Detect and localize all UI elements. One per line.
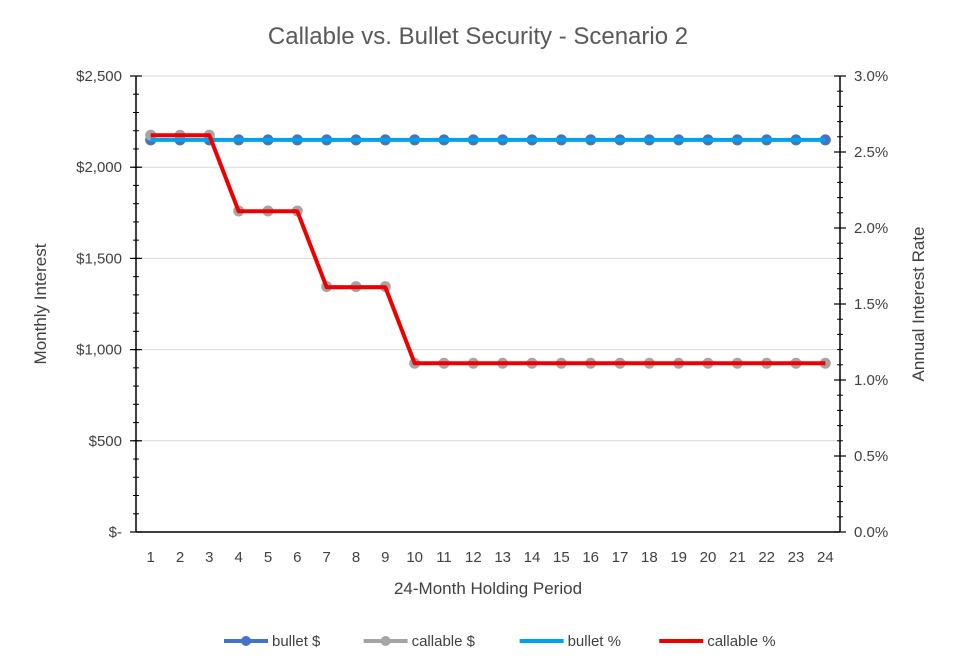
y-left-tick-label: $2,500 [76, 68, 122, 85]
x-tick-label: 1 [146, 549, 154, 566]
x-tick-label: 4 [234, 549, 242, 566]
x-tick-label: 2 [176, 549, 184, 566]
y-right-tick-label: 1.0% [854, 372, 888, 389]
series-line [150, 133, 826, 366]
y-left-tick-label: $2,000 [76, 159, 122, 176]
x-tick-label: 22 [758, 549, 775, 566]
x-tick-label: 6 [293, 549, 301, 566]
x-tick-label: 8 [352, 549, 360, 566]
legend-label: callable % [707, 633, 775, 650]
legend-label: callable $ [412, 633, 476, 650]
series-line [150, 133, 826, 365]
series-layer [145, 129, 831, 369]
x-tick-label: 14 [524, 549, 541, 566]
x-tick-label: 12 [465, 549, 482, 566]
y-right-tick-label: 0.0% [854, 524, 888, 541]
gridlines [136, 75, 840, 442]
x-tick-label: 10 [406, 549, 423, 566]
x-axis-title: 24-Month Holding Period [394, 579, 582, 598]
x-tick-label: 23 [788, 549, 805, 566]
legend-label: bullet $ [272, 633, 321, 650]
chart-title: Callable vs. Bullet Security - Scenario … [268, 23, 688, 50]
x-tick-label: 24 [817, 549, 834, 566]
x-tick-label: 3 [205, 549, 213, 566]
x-tick-label: 13 [494, 549, 511, 566]
x-tick-label: 7 [322, 549, 330, 566]
y-right-tick-label: 0.5% [854, 448, 888, 465]
x-tick-label: 21 [729, 549, 746, 566]
y-left-tick-label: $- [109, 524, 122, 541]
x-tick-label: 17 [612, 549, 629, 566]
y-right-tick-label: 3.0% [854, 68, 888, 85]
y-left-tick-label: $500 [89, 433, 122, 450]
axes: $- $500 $1,000 $1,500 $2,000 $2,500 0.0% 0.5% 1.… [76, 68, 888, 566]
x-tick-label: 9 [381, 549, 389, 566]
y-left-tick-label: $1,000 [76, 342, 122, 359]
y-right-tick-label: 1.5% [854, 296, 888, 313]
y-right-tick-label: 2.5% [854, 144, 888, 161]
x-tick-label: 11 [436, 549, 452, 566]
x-tick-label: 16 [582, 549, 599, 566]
legend-marker [380, 636, 391, 646]
x-tick-label: 18 [641, 549, 658, 566]
legend-marker [241, 636, 251, 646]
x-tick-label: 15 [553, 549, 570, 566]
y-axis-left-title: Monthly Interest [31, 243, 50, 364]
x-tick-label: 20 [700, 549, 717, 566]
x-tick-label: 5 [264, 549, 272, 566]
y-right-tick-label: 2.0% [854, 220, 888, 237]
legend: bullet $ callable $ bullet % callable % [224, 633, 776, 650]
y-axis-right-title: Annual Interest Rate [909, 227, 928, 382]
x-tick-label: 19 [670, 549, 687, 566]
legend-label: bullet % [568, 633, 621, 650]
y-left-tick-label: $1,500 [76, 250, 122, 267]
